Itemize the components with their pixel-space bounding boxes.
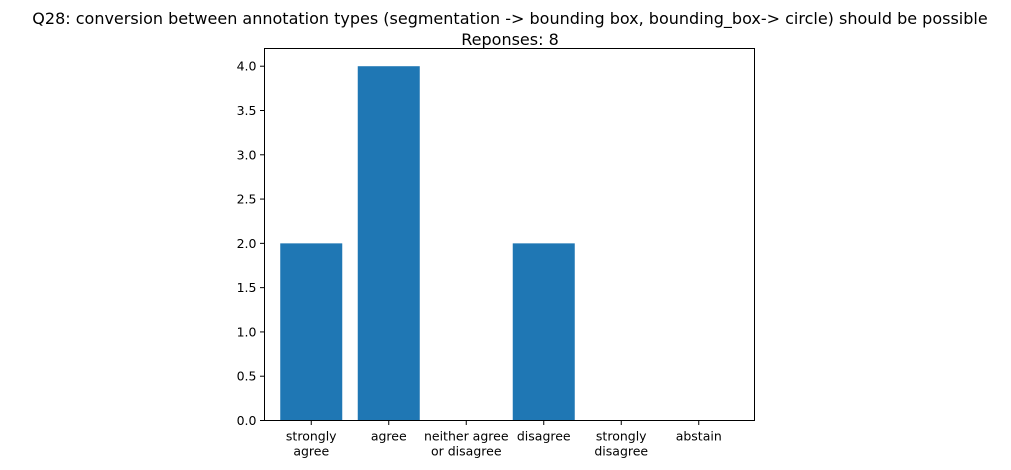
x-tick-label: strongly agree [286,429,337,459]
y-tick-label: 3.0 [237,147,257,162]
x-axis: strongly agree agree neither agree or disagr… [286,420,722,459]
y-tick-label: 3.5 [237,103,257,118]
x-tick-label: abstain [676,429,722,444]
y-tick-label: 1.0 [237,324,257,339]
bar [280,243,343,421]
x-tick-label: disagree [517,429,571,444]
x-tick-label: agree [371,429,407,444]
x-tick-label: neither agree or disagree [424,429,509,459]
bar [512,243,575,421]
plot-frame [264,48,755,421]
y-tick-label: 4.0 [237,59,257,74]
y-tick-label: 2.0 [237,236,257,251]
bars-group [280,66,575,421]
y-tick-label: 0.5 [237,369,257,384]
y-axis: 0.0 0.5 1.0 1.5 2.0 2.5 3.0 3.5 4.0 [237,59,265,428]
y-tick-label: 1.5 [237,280,257,295]
y-tick-label: 0.0 [237,413,257,428]
x-tick-label: strongly disagree [594,429,648,459]
y-tick-label: 2.5 [237,192,257,207]
bar [357,66,420,421]
chart-subtitle: Reponses: 8 [461,30,559,49]
chart-title: Q28: conversion between annotation types… [32,9,987,29]
